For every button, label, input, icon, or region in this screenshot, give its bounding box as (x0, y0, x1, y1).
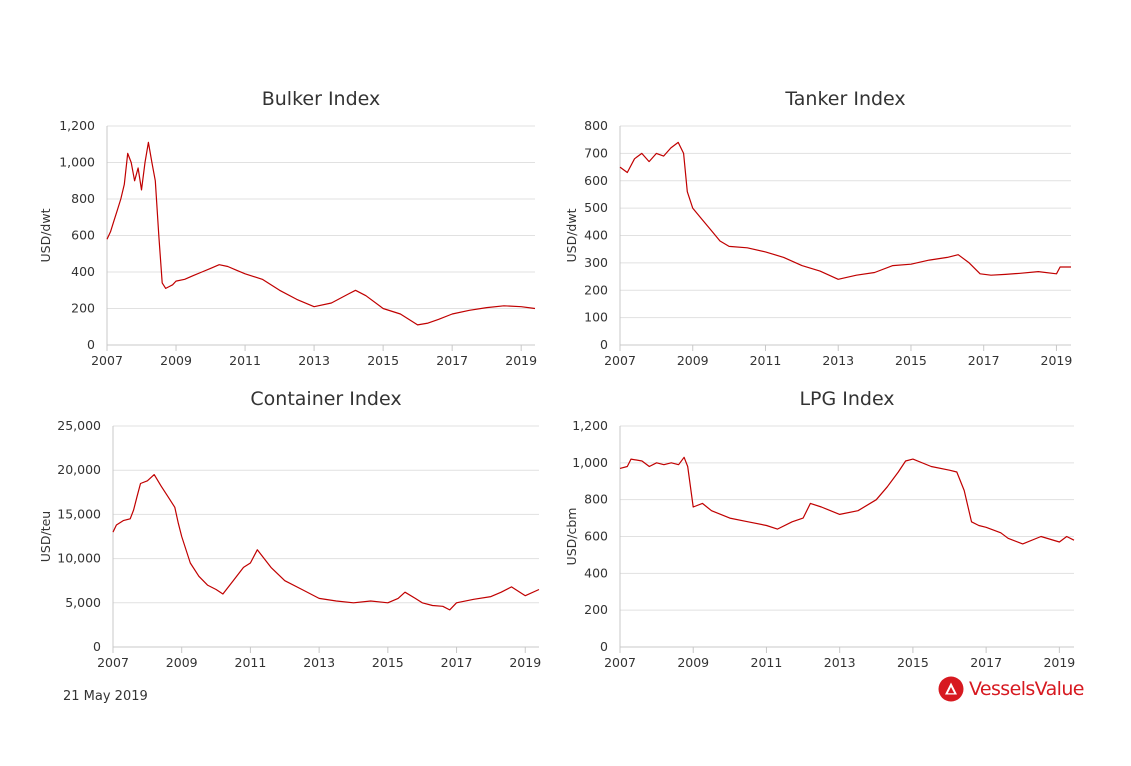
brand-name: VesselsValue (969, 678, 1084, 700)
y-tick-label: 25,000 (57, 418, 101, 433)
y-axis-label: USD/cbm (564, 508, 579, 566)
x-tick-label: 2019 (1041, 353, 1073, 368)
lpg-index-chart: LPG Index 0 200 400 600 800 1,000 1,200 2007 2009… (564, 388, 1075, 670)
y-tick-label: 1,000 (59, 155, 95, 170)
x-tick-label: 2017 (436, 353, 468, 368)
x-tick-label: 2007 (604, 353, 636, 368)
y-tick-label: 0 (93, 639, 101, 654)
series-line (112, 474, 540, 611)
chart-title: Bulker Index (262, 88, 381, 110)
chart-title: Container Index (250, 388, 401, 410)
x-tick-label: 2009 (160, 353, 192, 368)
brand-logo: VesselsValue (938, 676, 1084, 702)
y-tick-label: 300 (584, 255, 608, 270)
x-tick-label: 2011 (229, 353, 261, 368)
x-tick-label: 2019 (1043, 655, 1075, 670)
report-date: 21 May 2019 (63, 689, 148, 704)
x-tick-label: 2015 (897, 655, 929, 670)
x-tick-label: 2019 (509, 655, 541, 670)
y-tick-label: 800 (584, 492, 608, 507)
y-tick-label: 500 (584, 200, 608, 215)
bulker-index-chart: Bulker Index 0 200 400 600 800 1,000 1,200 2007 2… (38, 88, 537, 368)
x-tick-label: 2013 (298, 353, 330, 368)
x-tick-label: 2015 (895, 353, 927, 368)
y-tick-label: 0 (600, 639, 608, 654)
y-tick-label: 600 (71, 228, 95, 243)
x-tick-label: 2009 (677, 655, 709, 670)
y-tick-label: 400 (584, 565, 608, 580)
x-tick-label: 2017 (441, 655, 473, 670)
x-tick-label: 2017 (968, 353, 1000, 368)
x-tick-label: 2011 (750, 353, 782, 368)
y-tick-label: 200 (71, 301, 95, 316)
x-tick-label: 2011 (751, 655, 783, 670)
x-tick-label: 2011 (235, 655, 267, 670)
y-tick-label: 0 (87, 337, 95, 352)
x-tick-label: 2009 (166, 655, 198, 670)
y-tick-label: 1,200 (572, 418, 608, 433)
x-tick-label: 2007 (97, 655, 129, 670)
chart-title: LPG Index (799, 388, 894, 410)
x-tick-label: 2013 (822, 353, 854, 368)
y-tick-label: 200 (584, 282, 608, 297)
x-tick-label: 2017 (970, 655, 1002, 670)
x-tick-label: 2007 (604, 655, 636, 670)
y-tick-label: 20,000 (57, 462, 101, 477)
y-axis-label: USD/dwt (564, 208, 579, 262)
x-tick-label: 2009 (677, 353, 709, 368)
series-line (619, 141, 1071, 280)
y-tick-label: 400 (71, 264, 95, 279)
y-tick-label: 600 (584, 173, 608, 188)
y-tick-label: 100 (584, 310, 608, 325)
tanker-index-chart: Tanker Index 0 100 200 300 400 500 600 700 800 200… (564, 88, 1072, 368)
y-tick-label: 800 (71, 191, 95, 206)
y-tick-label: 600 (584, 529, 608, 544)
y-tick-label: 800 (584, 118, 608, 133)
container-index-chart: Container Index 0 5,000 10,000 15,000 20,000 2… (38, 388, 541, 670)
y-tick-label: 10,000 (57, 551, 101, 566)
y-tick-label: 1,000 (572, 455, 608, 470)
vesselsvalue-logo-icon (938, 676, 964, 702)
x-tick-label: 2007 (91, 353, 123, 368)
series-line (106, 141, 536, 326)
y-axis-label: USD/dwt (38, 208, 53, 262)
y-tick-label: 200 (584, 602, 608, 617)
y-tick-label: 15,000 (57, 506, 101, 521)
x-tick-label: 2013 (824, 655, 856, 670)
y-axis-label: USD/teu (38, 511, 53, 562)
y-tick-label: 5,000 (65, 595, 101, 610)
x-tick-label: 2019 (505, 353, 537, 368)
y-tick-label: 1,200 (59, 118, 95, 133)
x-tick-label: 2015 (367, 353, 399, 368)
series-line (619, 456, 1075, 545)
chart-title: Tanker Index (784, 88, 905, 110)
y-tick-label: 0 (600, 337, 608, 352)
y-tick-label: 700 (584, 145, 608, 160)
x-tick-label: 2015 (372, 655, 404, 670)
y-tick-label: 400 (584, 228, 608, 243)
x-tick-label: 2013 (303, 655, 335, 670)
